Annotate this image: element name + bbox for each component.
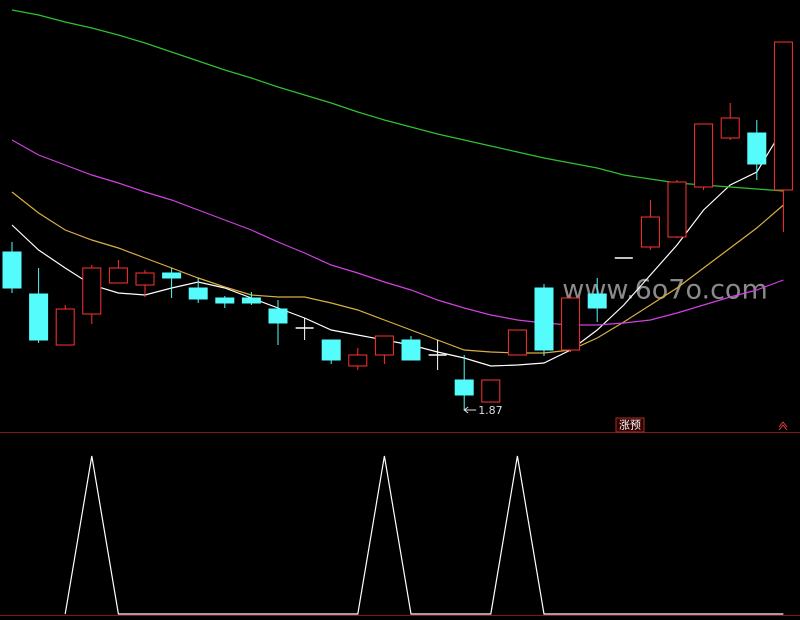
candle-body (561, 297, 581, 351)
candle-body (321, 339, 341, 361)
moving-average-line (11, 191, 784, 354)
candle-body (241, 297, 261, 304)
candle-body (188, 287, 208, 300)
candle-body (108, 267, 128, 284)
candle-body (162, 272, 182, 279)
candle-body (374, 335, 394, 356)
candle-body (348, 354, 368, 367)
moving-average-line (11, 9, 784, 192)
candle-body (747, 132, 767, 165)
candle-body (640, 216, 660, 248)
candle-body (135, 272, 155, 286)
candle-body (694, 123, 714, 188)
candle-body (215, 297, 235, 304)
candle-body (720, 117, 740, 139)
candle-body (401, 339, 421, 361)
candle-body (481, 379, 501, 403)
candle-body (507, 329, 527, 356)
signal-icon (778, 421, 788, 431)
candle-body (55, 308, 75, 346)
candle-body (773, 41, 793, 191)
candle-body (29, 293, 49, 341)
candle-body (2, 251, 22, 289)
candle-body (667, 181, 687, 238)
signal-label: 涨预 (619, 419, 641, 432)
signal-box (615, 417, 645, 433)
annotation-label: 1.87 (478, 404, 503, 417)
signal-line (64, 455, 784, 615)
candle-body (587, 293, 607, 309)
candle-body (534, 287, 554, 351)
moving-average-line (11, 139, 784, 326)
candle-body (82, 267, 102, 315)
candle-body (268, 308, 288, 324)
moving-average-line (11, 127, 784, 367)
candle-body (454, 379, 474, 396)
annotation-arrowhead (463, 406, 469, 414)
